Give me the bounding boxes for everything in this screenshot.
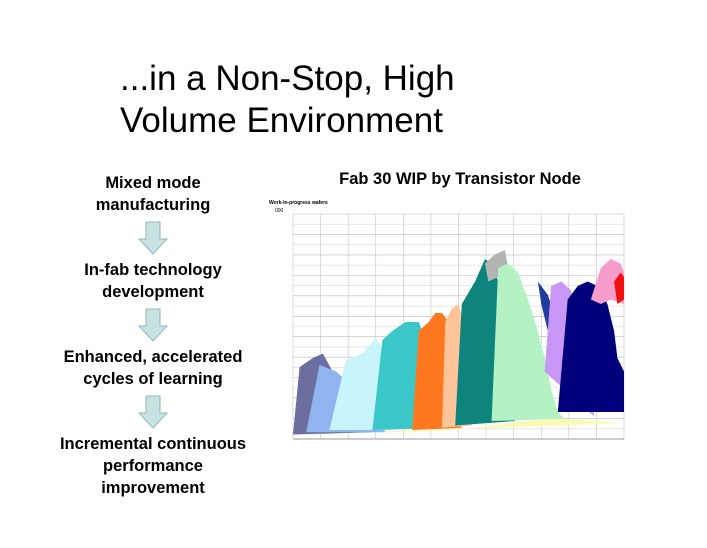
- down-arrow-icon: [40, 308, 266, 342]
- y-axis-label: Work-in-progress wafers: [269, 200, 328, 206]
- flow-step-in-fab-development: In-fab technology development: [84, 261, 222, 301]
- down-arrow-icon-1: [138, 221, 168, 255]
- y-axis-top-tick: 000: [275, 208, 284, 214]
- process-flow: Mixed mode manufacturing In-fab technolo…: [40, 172, 266, 499]
- area-series-9: [485, 250, 509, 282]
- area-series-13: [557, 281, 624, 412]
- slide-title-line-2: Volume Environment: [120, 101, 443, 140]
- down-arrow-icon-2: [138, 308, 168, 342]
- area-series-1: [293, 418, 624, 435]
- chart-areas: [293, 250, 624, 435]
- slide-title: ...in a Non-Stop, High Volume Environmen…: [120, 58, 540, 142]
- down-arrow-icon: [40, 221, 266, 255]
- wip-area-chart: Work-in-progress wafers 000: [269, 200, 625, 440]
- flow-step-mixed-mode: Mixed mode manufacturing: [95, 174, 211, 214]
- down-arrow-icon: [40, 395, 266, 429]
- down-arrow-icon-3: [138, 395, 168, 429]
- flow-step-continuous-improvement: Incremental continuous performance impro…: [59, 435, 247, 497]
- area-series-10: [491, 263, 565, 421]
- flow-step-learning-cycles: Enhanced, accelerated cycles of learning: [63, 348, 243, 388]
- area-series-15: [614, 272, 624, 304]
- chart-title: Fab 30 WIP by Transistor Node: [339, 170, 581, 188]
- area-series-14: [590, 259, 624, 304]
- slide-title-line-1: ...in a Non-Stop, High: [120, 59, 455, 98]
